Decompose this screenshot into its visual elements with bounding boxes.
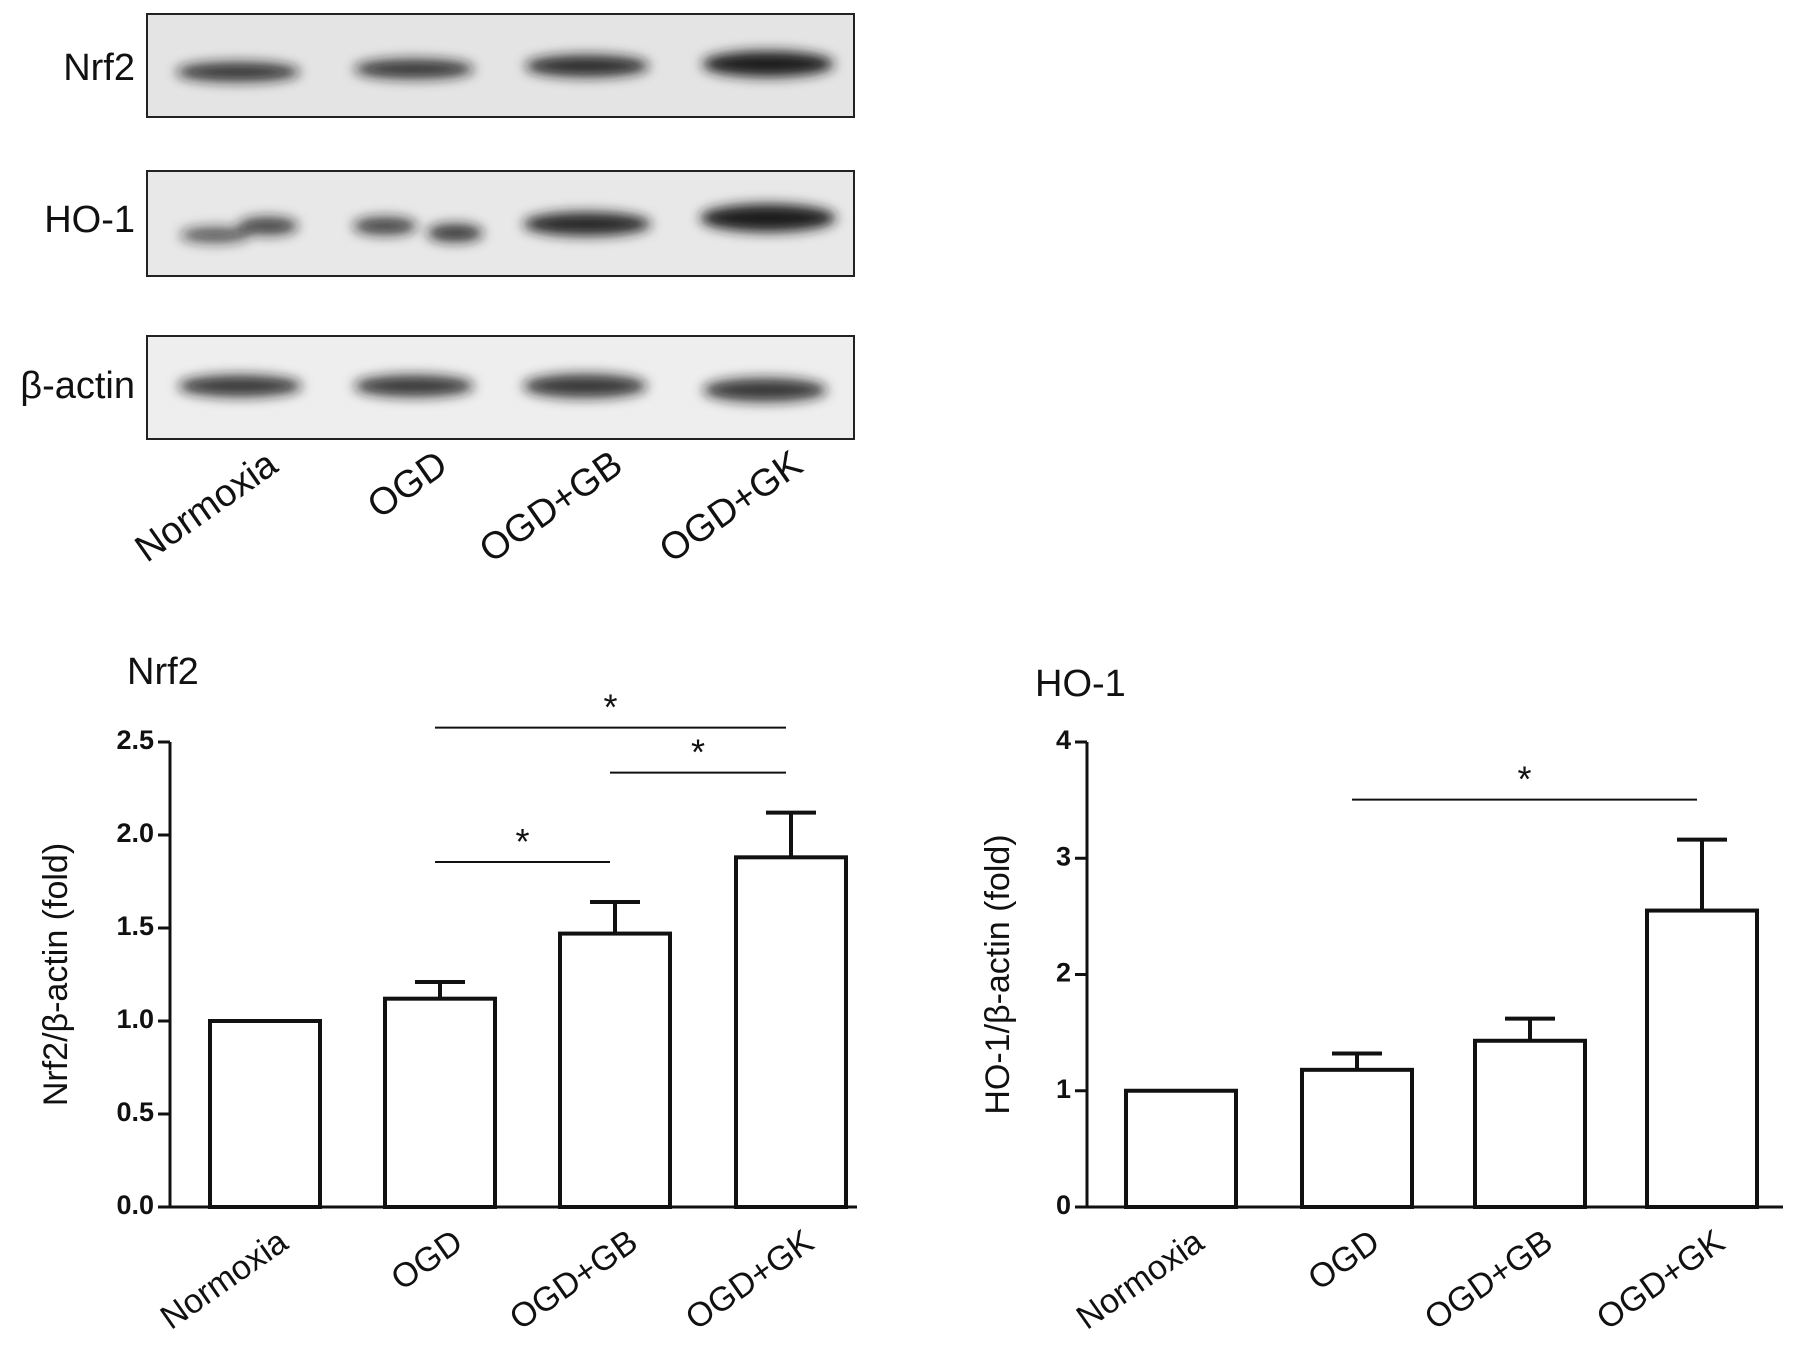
significance-mark: *	[1517, 759, 1531, 800]
bar	[1300, 1067, 1414, 1209]
bar	[558, 931, 672, 1210]
chart-title: Nrf2	[127, 651, 199, 693]
blot-lane-label: Normoxia	[128, 442, 286, 570]
y-tick-label: 2.0	[116, 818, 154, 848]
bands	[180, 204, 836, 243]
y-tick-label: 2	[1056, 958, 1071, 988]
significance-mark: *	[691, 732, 705, 773]
y-tick-label: 1.0	[116, 1004, 154, 1034]
y-tick-label: 2.5	[116, 725, 154, 755]
blot-lane-label: OGD+GK	[652, 443, 810, 571]
significance-mark: *	[603, 687, 617, 728]
y-tick-label: 0.0	[116, 1190, 154, 1220]
x-tick-label: OGD+GB	[1418, 1222, 1560, 1337]
blot: Nrf2 HO-1 β-actin Normoxia OGD OGD+GB OG…	[20, 13, 855, 571]
x-tick-label: OGD	[1301, 1222, 1386, 1298]
bar	[1124, 1088, 1238, 1209]
x-tick-label: Normoxia	[1070, 1222, 1211, 1337]
bar	[1645, 908, 1759, 1209]
y-axis-label: Nrf2/β-actin (fold)	[37, 843, 75, 1106]
blot-row-label: β-actin	[20, 365, 135, 407]
chart-title: HO-1	[1035, 663, 1126, 705]
bar	[383, 996, 497, 1209]
x-tick-label: Normoxia	[154, 1222, 295, 1337]
x-tick-label: OGD+GK	[1590, 1222, 1732, 1337]
y-tick-label: 0.5	[116, 1097, 154, 1127]
x-tick-label: OGD+GB	[503, 1222, 645, 1337]
bands	[176, 51, 834, 82]
bar	[1473, 1038, 1587, 1209]
y-tick-label: 1	[1056, 1074, 1071, 1104]
y-tick-label: 0	[1056, 1190, 1071, 1220]
blot-lane-label: OGD	[360, 443, 455, 527]
y-tick-label: 1.5	[116, 911, 154, 941]
bar	[208, 1019, 322, 1209]
bar	[734, 855, 848, 1209]
y-tick-label: 4	[1056, 725, 1071, 755]
x-tick-label: OGD+GK	[679, 1222, 821, 1337]
blot-lane-label: OGD+GB	[472, 443, 630, 571]
y-tick-label: 3	[1056, 841, 1071, 871]
x-tick-label: OGD	[384, 1222, 469, 1298]
y-axis-label: HO-1/β-actin (fold)	[979, 834, 1017, 1114]
blot-row-label: Nrf2	[63, 47, 135, 89]
bands	[178, 374, 827, 402]
blot-row-label: HO-1	[44, 199, 135, 241]
significance-mark: *	[515, 821, 529, 862]
